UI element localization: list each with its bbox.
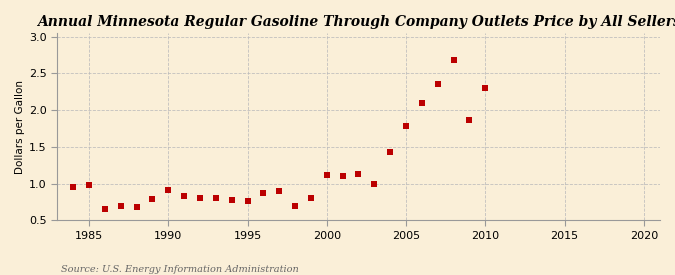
Point xyxy=(99,206,110,211)
Text: Source: U.S. Energy Information Administration: Source: U.S. Energy Information Administ… xyxy=(61,265,298,274)
Point xyxy=(194,195,205,200)
Point xyxy=(163,188,173,192)
Point xyxy=(258,191,269,195)
Point xyxy=(84,183,95,187)
Point xyxy=(353,172,364,176)
Point xyxy=(338,173,348,178)
Point xyxy=(433,81,443,86)
Point xyxy=(131,205,142,209)
Point xyxy=(401,123,412,128)
Point xyxy=(226,198,237,203)
Point xyxy=(416,101,427,105)
Point xyxy=(464,117,475,122)
Point xyxy=(115,204,126,208)
Point xyxy=(306,196,317,200)
Point xyxy=(274,189,285,193)
Y-axis label: Dollars per Gallon: Dollars per Gallon xyxy=(15,80,25,174)
Point xyxy=(211,196,221,200)
Point xyxy=(147,197,158,201)
Point xyxy=(369,182,380,186)
Point xyxy=(179,194,190,198)
Point xyxy=(321,173,332,177)
Point xyxy=(385,150,396,154)
Point xyxy=(448,58,459,62)
Point xyxy=(68,184,78,189)
Point xyxy=(480,86,491,90)
Title: Annual Minnesota Regular Gasoline Through Company Outlets Price by All Sellers: Annual Minnesota Regular Gasoline Throug… xyxy=(36,15,675,29)
Point xyxy=(242,199,253,204)
Point xyxy=(290,204,300,208)
